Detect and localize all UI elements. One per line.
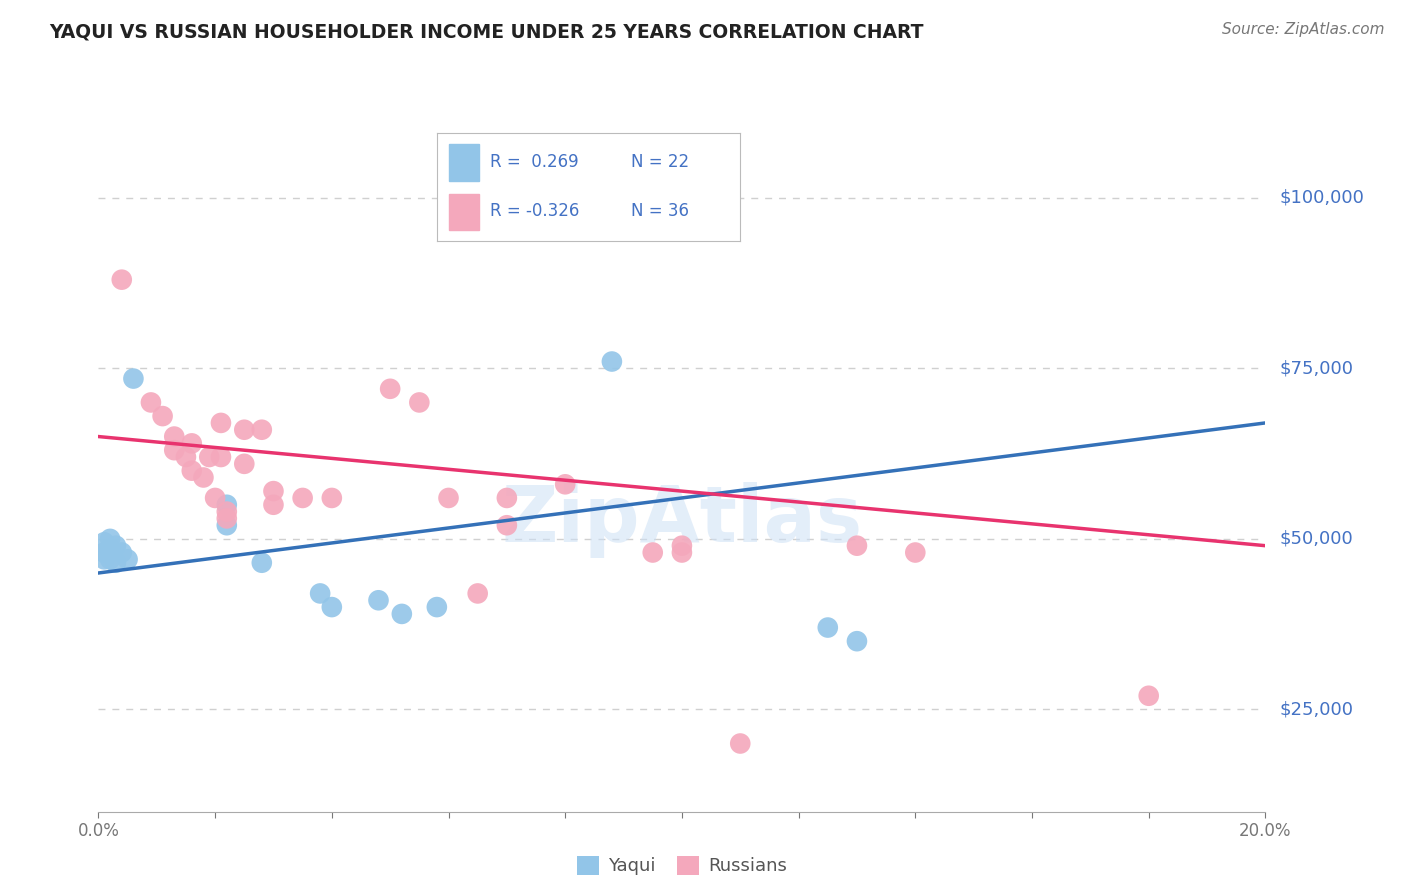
Point xyxy=(93,535,115,549)
Point xyxy=(233,457,256,471)
Text: YAQUI VS RUSSIAN HOUSEHOLDER INCOME UNDER 25 YEARS CORRELATION CHART: YAQUI VS RUSSIAN HOUSEHOLDER INCOME UNDE… xyxy=(49,22,924,41)
Point xyxy=(321,600,343,615)
Point xyxy=(98,542,121,557)
Point xyxy=(111,545,134,559)
Point xyxy=(391,607,413,621)
Point xyxy=(495,491,517,505)
Point xyxy=(671,545,693,559)
Point xyxy=(554,477,576,491)
Point xyxy=(93,552,115,566)
Point xyxy=(233,423,256,437)
Text: $100,000: $100,000 xyxy=(1279,189,1364,207)
Point xyxy=(437,491,460,505)
Point xyxy=(152,409,174,423)
Point xyxy=(904,545,927,559)
Point xyxy=(122,371,145,385)
Point xyxy=(104,556,127,570)
Text: ZipAtlas: ZipAtlas xyxy=(502,482,862,558)
Point xyxy=(111,273,134,287)
Point xyxy=(467,586,489,600)
Point xyxy=(309,586,332,600)
Point xyxy=(215,505,238,519)
Point xyxy=(215,518,238,533)
Text: $75,000: $75,000 xyxy=(1279,359,1354,377)
Point xyxy=(180,464,202,478)
Point xyxy=(104,539,127,553)
Point xyxy=(209,450,232,464)
Point xyxy=(180,436,202,450)
Text: Source: ZipAtlas.com: Source: ZipAtlas.com xyxy=(1222,22,1385,37)
Point xyxy=(728,737,751,751)
Point xyxy=(1137,689,1160,703)
Point xyxy=(204,491,226,505)
Legend: Yaqui, Russians: Yaqui, Russians xyxy=(569,849,794,883)
Point xyxy=(321,491,343,505)
Point xyxy=(93,545,115,559)
Point xyxy=(262,498,284,512)
Point xyxy=(845,634,868,648)
Point xyxy=(209,416,232,430)
Point xyxy=(98,532,121,546)
Point xyxy=(378,382,402,396)
Point xyxy=(367,593,389,607)
Point xyxy=(198,450,221,464)
Point xyxy=(98,552,121,566)
Point xyxy=(641,545,664,559)
Point xyxy=(817,621,839,635)
Text: $50,000: $50,000 xyxy=(1279,530,1353,548)
Point xyxy=(291,491,314,505)
Point xyxy=(845,539,868,553)
Point xyxy=(117,552,139,566)
Point xyxy=(600,354,623,368)
Point xyxy=(262,484,284,499)
Point xyxy=(426,600,449,615)
Point xyxy=(495,518,517,533)
Point xyxy=(408,395,430,409)
Point xyxy=(163,429,186,443)
Point xyxy=(174,450,197,464)
Point xyxy=(215,498,238,512)
Point xyxy=(250,423,273,437)
Point xyxy=(250,556,273,570)
Point xyxy=(139,395,162,409)
Point xyxy=(193,470,215,484)
Point xyxy=(163,443,186,458)
Point xyxy=(215,511,238,525)
Text: $25,000: $25,000 xyxy=(1279,700,1354,718)
Point xyxy=(671,539,693,553)
